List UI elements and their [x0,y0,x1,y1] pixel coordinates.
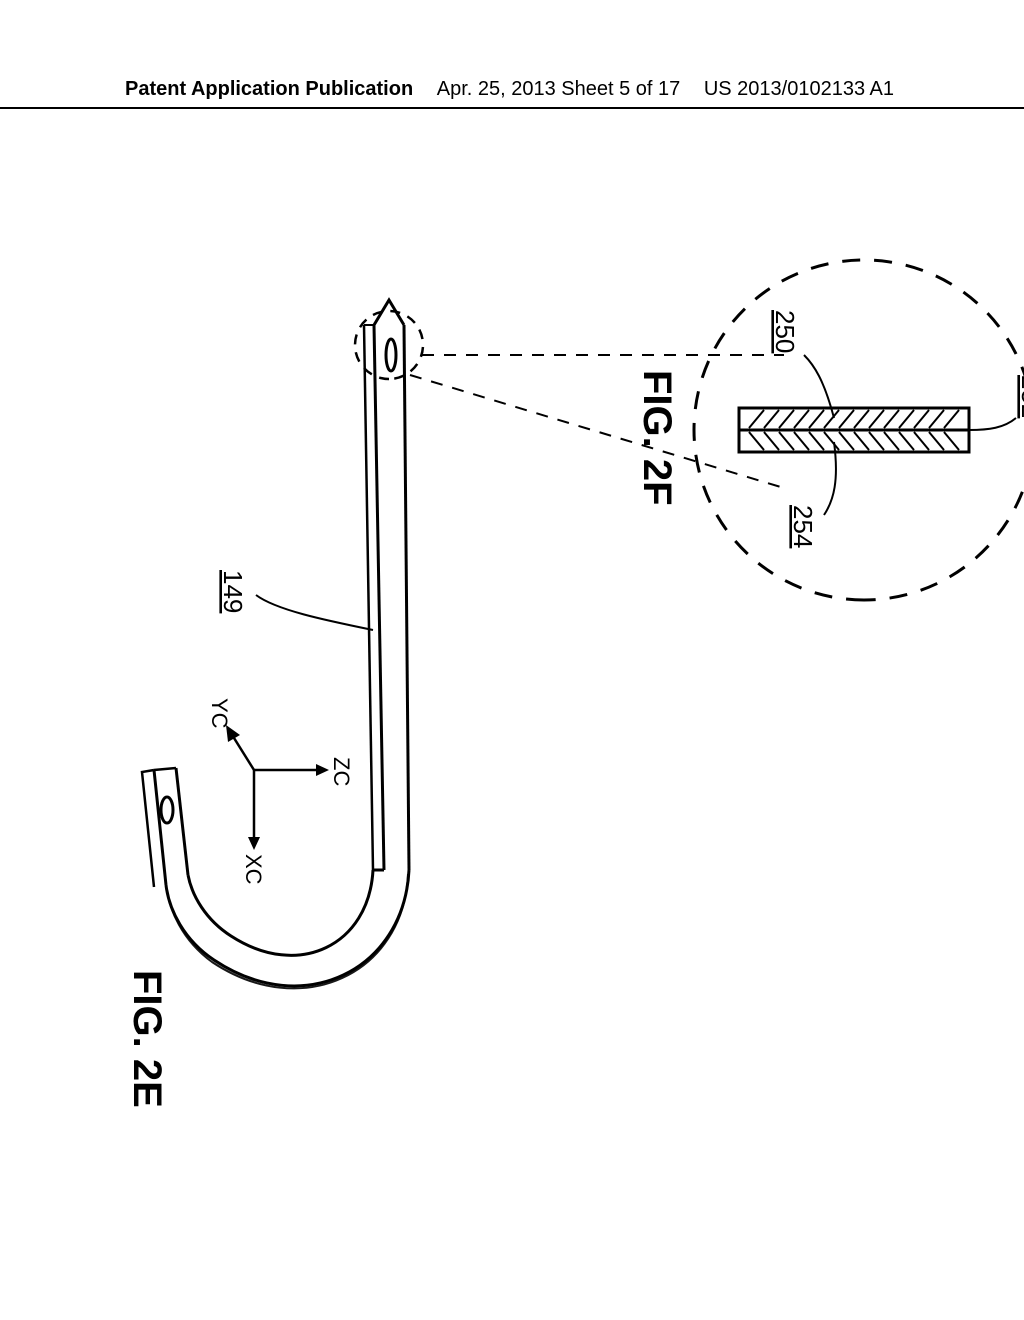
ref-254: 254 [788,505,818,548]
axis-yc: YC [207,698,232,729]
page-header: Patent Application Publication Apr. 25, … [0,78,1024,109]
fig2f-label: FIG. 2F [635,370,679,506]
header-pubnum: US 2013/0102133 A1 [704,78,894,101]
axis-xc: XC [241,854,266,885]
fig-2f [694,260,1024,600]
ref-149: 149 [218,570,248,613]
ref-252: 252 [1016,375,1024,418]
axis-zc: ZC [329,757,354,786]
fig-2e [142,300,784,988]
fig2e-label: FIG. 2E [125,970,169,1108]
ref-250: 250 [770,310,800,353]
header-date-sheet: Apr. 25, 2013 Sheet 5 of 17 [437,78,681,101]
header-publication: Patent Application Publication [125,78,413,101]
patent-figure: FIG. 2E 149 ZC XC YC [0,150,1024,1230]
